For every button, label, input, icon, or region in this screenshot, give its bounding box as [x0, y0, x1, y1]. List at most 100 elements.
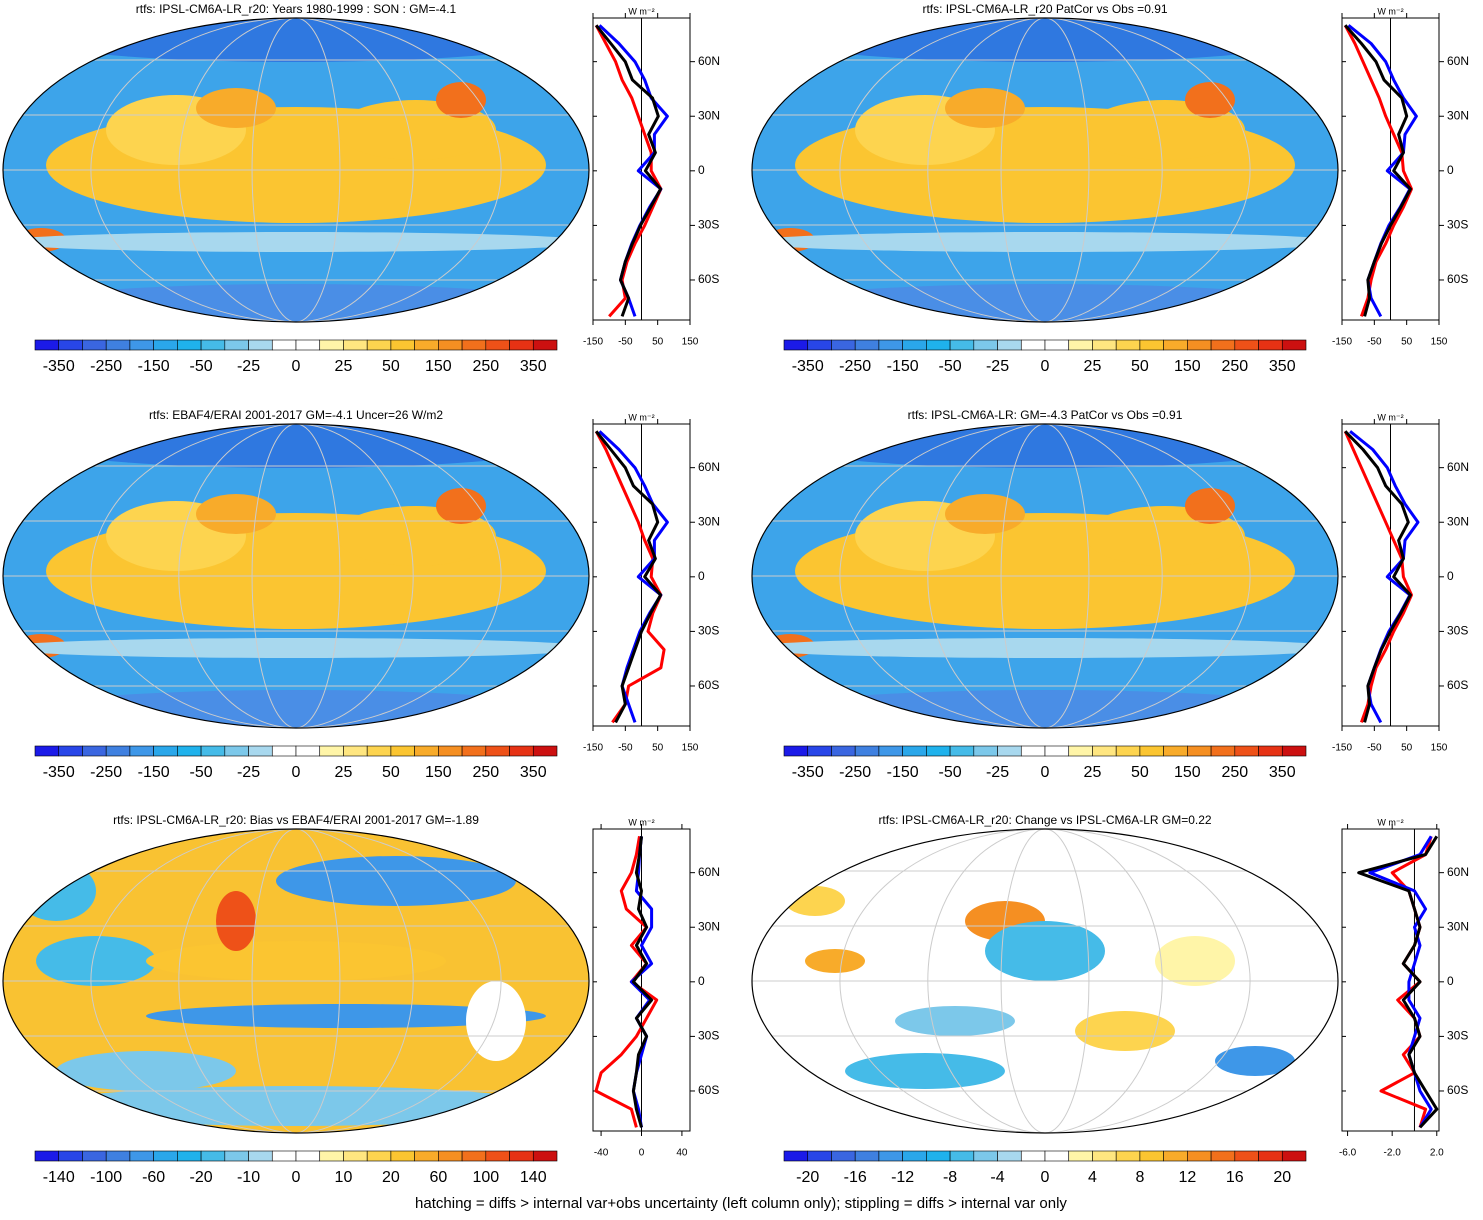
zonal-line: [1357, 835, 1439, 1129]
map-outline: [751, 423, 1339, 729]
colorbar-box: [532, 1150, 558, 1162]
colorbar-label: -250: [839, 358, 871, 375]
x-tick-label: -150: [1332, 743, 1352, 754]
colorbar-label: 25: [1084, 358, 1102, 375]
colorbar-label: -50: [190, 358, 213, 375]
colorbar-box: [414, 339, 439, 351]
x-tick-label: 0: [639, 1148, 645, 1159]
colorbar-box: [390, 745, 415, 757]
graticule: [839, 829, 1251, 1133]
colorbar-box: [1281, 745, 1307, 757]
colorbar-label: 20: [382, 1169, 400, 1186]
graticule: [839, 18, 1251, 322]
graticule: [1000, 18, 1090, 322]
colorbar-box: [58, 1150, 83, 1162]
y-tick-label: 30N: [1447, 919, 1469, 933]
colorbar-box: [177, 1150, 202, 1162]
colorbar-box: [997, 339, 1022, 351]
zonal-line: [598, 24, 669, 317]
graticule: [927, 424, 1163, 728]
colorbar-box: [509, 745, 534, 757]
colorbar-label: 0: [1041, 764, 1050, 781]
colorbar-box: [1210, 1150, 1236, 1162]
colorbar-box: [854, 1150, 880, 1162]
colorbar-label: -150: [887, 764, 919, 781]
y-tick-label: 60S: [698, 678, 719, 692]
zonal-frame: [1341, 828, 1440, 1132]
map: [752, 829, 1338, 1133]
y-tick-label: 30N: [1447, 108, 1469, 122]
colorbar-box: [854, 339, 880, 351]
colorbar-label: 350: [1269, 358, 1296, 375]
colorbar-box: [807, 339, 832, 351]
colorbar-box: [807, 1150, 832, 1162]
colorbar-box: [1115, 745, 1141, 757]
zonal-line: [1343, 24, 1413, 317]
graticule: [1000, 829, 1090, 1133]
zonal-line: [594, 836, 659, 1128]
y-tick-label: 60S: [698, 272, 719, 286]
units-label: W m⁻²: [628, 6, 654, 16]
map-field: [436, 82, 486, 118]
colorbar-box: [973, 339, 998, 351]
zonal-line: [1344, 24, 1412, 317]
colorbar-label: -150: [138, 358, 170, 375]
map-field: [46, 1086, 546, 1126]
zonal-line: [598, 430, 669, 723]
colorbar-label: 0: [292, 764, 301, 781]
colorbar-box: [949, 745, 975, 757]
colorbar-box: [82, 1150, 107, 1162]
colorbar-box: [831, 339, 856, 351]
colorbar-box: [1092, 745, 1117, 757]
colorbar-box: [807, 745, 832, 757]
colorbar-box: [461, 745, 487, 757]
zonal-line: [594, 24, 663, 318]
colorbar-label: -100: [90, 1169, 122, 1186]
colorbar-box: [153, 1150, 178, 1162]
colorbar-box: [366, 339, 392, 351]
colorbar-box: [973, 745, 998, 757]
colorbar-label: 350: [1269, 764, 1296, 781]
colorbar-box: [783, 1150, 809, 1162]
y-tick-label: 30S: [1447, 1029, 1468, 1043]
colorbar-box: [82, 339, 107, 351]
colorbar-label: 140: [520, 1169, 547, 1186]
map: [3, 424, 589, 728]
colorbar-label: 10: [335, 1169, 353, 1186]
y-tick-label: 30S: [698, 624, 719, 638]
zonal-line: [1343, 430, 1413, 723]
x-tick-label: -50: [618, 743, 633, 754]
colorbar-box: [295, 1150, 321, 1162]
colorbar-box: [105, 1150, 131, 1162]
colorbar-label: 150: [425, 764, 452, 781]
colorbar-box: [248, 339, 273, 351]
map-field: [436, 488, 486, 524]
colorbar-box: [319, 745, 344, 757]
colorbar-box: [271, 745, 297, 757]
y-tick-label: 30S: [1447, 624, 1468, 638]
colorbar-box: [1163, 1150, 1188, 1162]
y-tick-label: 0: [1447, 569, 1454, 583]
y-tick-label: 60S: [1447, 678, 1468, 692]
map-field: [752, 18, 1338, 62]
x-tick-label: 50: [1401, 743, 1413, 754]
colorbar-box: [105, 745, 131, 757]
colorbar-box: [343, 339, 368, 351]
colorbar-box: [1020, 339, 1046, 351]
colorbar-box: [319, 339, 344, 351]
map-field: [466, 981, 526, 1061]
colorbar-box: [1044, 1150, 1070, 1162]
colorbar-box: [949, 339, 975, 351]
graticule: [251, 18, 341, 322]
colorbar-box: [390, 1150, 415, 1162]
x-tick-label: 50: [652, 337, 664, 348]
colorbar-label: 50: [1131, 358, 1149, 375]
map-field: [3, 424, 589, 468]
map: [752, 424, 1338, 728]
colorbar-box: [485, 1150, 510, 1162]
zonal-line: [1368, 835, 1433, 1129]
map-field: [196, 494, 276, 534]
colorbar-label: -50: [190, 764, 213, 781]
colorbar-box: [949, 1150, 975, 1162]
colorbar-box: [1044, 745, 1070, 757]
